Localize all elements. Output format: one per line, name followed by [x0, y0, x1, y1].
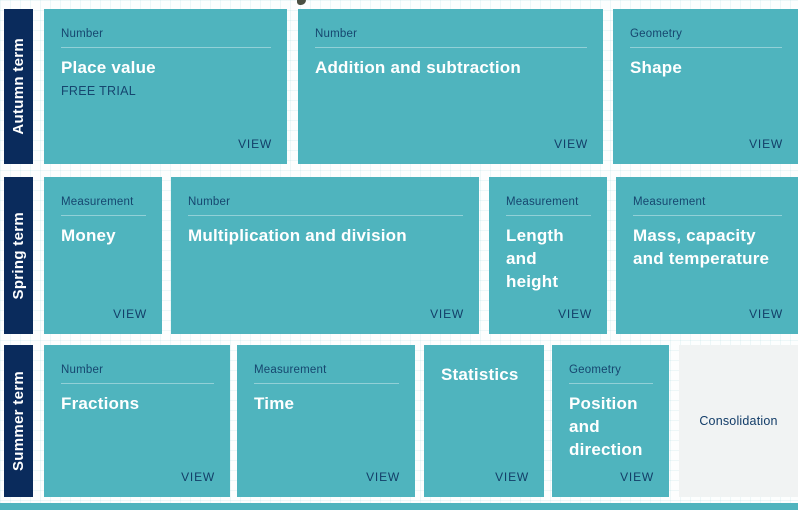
card-title: Multiplication and division: [188, 226, 407, 245]
card-mass-capacity-temperature[interactable]: Measurement Mass, capacity and temperatu…: [616, 177, 798, 334]
card-place-value[interactable]: Number Place value FREE TRIAL VIEW: [44, 9, 287, 164]
view-link[interactable]: VIEW: [238, 137, 272, 151]
view-link[interactable]: VIEW: [558, 307, 592, 321]
card-title: Mass, capacity and temperature: [633, 226, 770, 268]
free-trial-badge: FREE TRIAL: [61, 83, 137, 98]
card-position-and-direction[interactable]: Geometry Position and direction VIEW: [552, 345, 669, 497]
card-divider: [506, 215, 591, 216]
card-length-and-height[interactable]: Measurement Length and height VIEW: [489, 177, 607, 334]
term-label-text: Autumn term: [10, 38, 27, 135]
card-category: Geometry: [630, 28, 683, 40]
view-link[interactable]: VIEW: [366, 470, 400, 484]
card-title: Length and height: [506, 226, 564, 291]
view-link[interactable]: VIEW: [554, 137, 588, 151]
cropped-text-artifact: [297, 0, 306, 5]
card-category: Measurement: [633, 196, 706, 208]
term-label-spring: Spring term: [4, 177, 33, 334]
card-time[interactable]: Measurement Time VIEW: [237, 345, 415, 497]
term-row-summer: Summer term Number Fractions VIEW Measur…: [0, 345, 798, 497]
term-label-autumn: Autumn term: [4, 9, 33, 164]
view-link[interactable]: VIEW: [620, 470, 654, 484]
view-link[interactable]: VIEW: [181, 470, 215, 484]
card-divider: [61, 47, 271, 48]
term-label-text: Summer term: [10, 370, 27, 471]
card-title: Money: [61, 226, 116, 245]
card-divider: [630, 47, 782, 48]
card-multiplication-and-division[interactable]: Number Multiplication and division VIEW: [171, 177, 479, 334]
card-consolidation: Consolidation: [679, 345, 798, 497]
card-addition-and-subtraction[interactable]: Number Addition and subtraction VIEW: [298, 9, 603, 164]
card-divider: [254, 383, 399, 384]
card-category: Measurement: [506, 196, 579, 208]
card-category: Number: [315, 28, 358, 40]
card-money[interactable]: Measurement Money VIEW: [44, 177, 162, 334]
term-row-autumn: Autumn term Number Place value FREE TRIA…: [0, 9, 798, 164]
term-label-text: Spring term: [10, 211, 27, 300]
card-category: Measurement: [61, 196, 134, 208]
view-link[interactable]: VIEW: [749, 137, 783, 151]
term-label-summer: Summer term: [4, 345, 33, 497]
card-divider: [315, 47, 587, 48]
card-fractions[interactable]: Number Fractions VIEW: [44, 345, 230, 497]
card-title: Statistics: [441, 365, 519, 384]
card-category: Number: [61, 364, 104, 376]
card-divider: [61, 215, 146, 216]
card-title: Position and direction: [569, 394, 643, 459]
card-category: Number: [61, 28, 104, 40]
card-category: Geometry: [569, 364, 622, 376]
card-divider: [633, 215, 782, 216]
card-title: Fractions: [61, 394, 140, 413]
view-link[interactable]: VIEW: [495, 470, 529, 484]
card-statistics[interactable]: Statistics VIEW: [424, 345, 544, 497]
card-shape[interactable]: Geometry Shape VIEW: [613, 9, 798, 164]
card-title: Time: [254, 394, 295, 413]
card-divider: [569, 383, 653, 384]
card-category: Number: [188, 196, 231, 208]
card-divider: [61, 383, 214, 384]
consolidation-label: Consolidation: [699, 414, 778, 428]
term-row-spring: Spring term Measurement Money VIEW Numbe…: [0, 177, 798, 334]
card-category: Measurement: [254, 364, 327, 376]
card-divider: [188, 215, 463, 216]
view-link[interactable]: VIEW: [430, 307, 464, 321]
next-section-edge: [0, 503, 798, 510]
view-link[interactable]: VIEW: [113, 307, 147, 321]
card-title: Addition and subtraction: [315, 58, 521, 77]
card-title: Place value: [61, 58, 156, 77]
card-title: Shape: [630, 58, 683, 77]
view-link[interactable]: VIEW: [749, 307, 783, 321]
